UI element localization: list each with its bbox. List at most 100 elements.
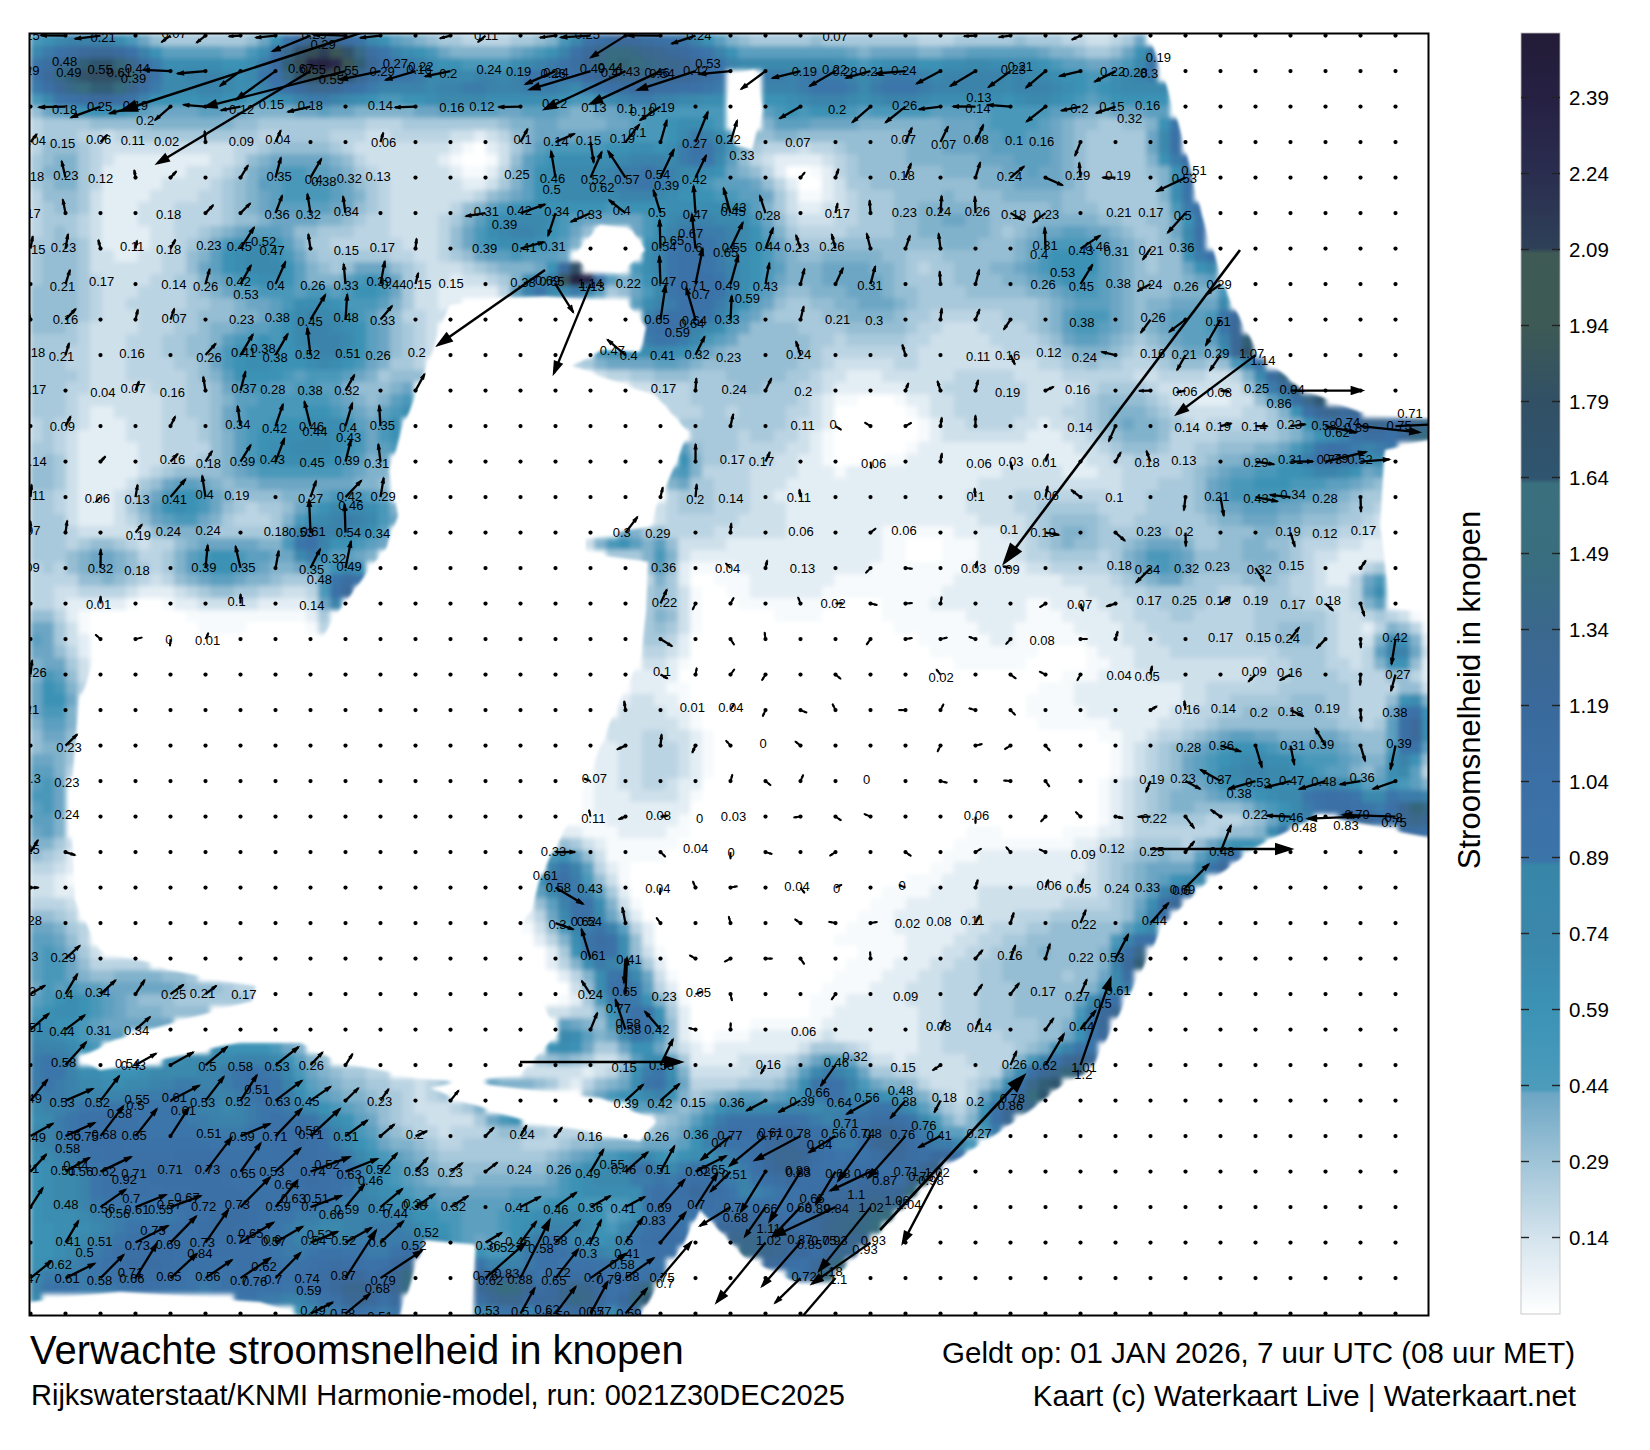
svg-text:0.13: 0.13 [365,169,390,184]
svg-text:0.51: 0.51 [645,1162,670,1177]
svg-text:0.28: 0.28 [1312,491,1337,506]
svg-text:0.06: 0.06 [966,456,991,471]
svg-text:0.32: 0.32 [441,1199,466,1214]
svg-text:0.72: 0.72 [545,1265,570,1280]
svg-text:0.62: 0.62 [1032,1058,1057,1073]
svg-text:0.04: 0.04 [683,841,708,856]
svg-text:0.11: 0.11 [581,811,605,826]
svg-text:0.22: 0.22 [1071,917,1096,932]
svg-text:0.48: 0.48 [888,1083,913,1098]
svg-text:0.26: 0.26 [299,1058,324,1073]
svg-text:0.25: 0.25 [504,167,529,182]
svg-text:0.18: 0.18 [156,242,181,257]
svg-text:0.31: 0.31 [857,278,882,293]
svg-text:0.32: 0.32 [321,551,346,566]
svg-text:0.66: 0.66 [319,1207,344,1222]
svg-text:0.04: 0.04 [1106,668,1131,683]
svg-text:0.21: 0.21 [1106,205,1131,220]
svg-text:0.71: 0.71 [157,1162,182,1177]
svg-text:0.14: 0.14 [368,98,393,113]
svg-text:0: 0 [830,417,837,432]
svg-text:1.14: 1.14 [578,276,603,291]
svg-text:0.58: 0.58 [87,1273,112,1288]
svg-text:0.89: 0.89 [1569,846,1609,869]
svg-text:0.03: 0.03 [961,561,986,576]
svg-text:0.15: 0.15 [1279,558,1304,573]
svg-text:0.19: 0.19 [1206,419,1231,434]
svg-text:0.7: 0.7 [692,287,710,302]
svg-text:0.24: 0.24 [1072,350,1097,365]
svg-text:0.74: 0.74 [1569,922,1609,945]
svg-text:0.16: 0.16 [160,385,185,400]
svg-text:0.15: 0.15 [439,276,464,291]
svg-text:1.04: 1.04 [1569,770,1609,793]
svg-text:0.62: 0.62 [47,1257,72,1272]
svg-text:0.23: 0.23 [1205,559,1230,574]
svg-text:0: 0 [696,811,703,826]
svg-text:0.14: 0.14 [1174,420,1199,435]
svg-text:0.71: 0.71 [262,1129,287,1144]
svg-text:0.62: 0.62 [589,180,614,195]
svg-text:0.65: 0.65 [238,1226,263,1241]
svg-text:0.44: 0.44 [1569,1074,1609,1097]
svg-text:0.2: 0.2 [794,384,812,399]
svg-text:0.18: 0.18 [1135,455,1160,470]
svg-text:0.04: 0.04 [715,561,740,576]
svg-text:0.16: 0.16 [1135,98,1160,113]
svg-text:0: 0 [759,736,766,751]
svg-text:0.36: 0.36 [1169,240,1194,255]
svg-text:0.56: 0.56 [68,1164,93,1179]
svg-text:0.71: 0.71 [1397,406,1422,421]
svg-text:0.25: 0.25 [1139,844,1164,859]
svg-text:0.11: 0.11 [790,418,814,433]
svg-text:0.21: 0.21 [1008,59,1033,74]
svg-text:0.13: 0.13 [790,561,815,576]
svg-text:0.01: 0.01 [680,700,705,715]
svg-text:0.06: 0.06 [86,132,111,147]
svg-text:0.24: 0.24 [507,1162,532,1177]
svg-text:0.47: 0.47 [651,274,676,289]
svg-text:0.14: 0.14 [1569,1226,1609,1249]
svg-text:0.48: 0.48 [307,572,332,587]
svg-text:0.67: 0.67 [288,61,313,76]
svg-text:0.16: 0.16 [439,100,464,115]
svg-text:0.58: 0.58 [616,1016,641,1031]
svg-text:0.08: 0.08 [1029,633,1054,648]
svg-text:0.16: 0.16 [756,1057,781,1072]
svg-text:0.4: 0.4 [1030,247,1048,262]
svg-text:0.52: 0.52 [295,347,320,362]
svg-text:0.28: 0.28 [755,208,780,223]
svg-text:0.22: 0.22 [1142,811,1167,826]
svg-text:0.67: 0.67 [678,226,703,241]
svg-text:0.23: 0.23 [652,989,677,1004]
svg-text:0.69: 0.69 [155,1237,180,1252]
svg-text:0.61: 0.61 [580,948,605,963]
svg-text:0.1: 0.1 [1000,522,1018,537]
svg-text:0.65: 0.65 [122,1128,147,1143]
svg-text:0.16: 0.16 [577,1129,602,1144]
svg-text:0.48: 0.48 [53,1197,78,1212]
svg-text:0.5: 0.5 [543,182,561,197]
svg-text:0.17: 0.17 [1351,523,1376,538]
svg-text:0.29: 0.29 [1065,168,1090,183]
svg-text:0.64: 0.64 [679,316,704,331]
svg-text:0.34: 0.34 [225,417,250,432]
svg-text:0.06: 0.06 [791,1024,816,1039]
svg-text:0.11: 0.11 [120,239,144,254]
svg-text:0.09: 0.09 [50,419,75,434]
svg-text:0.07: 0.07 [121,381,146,396]
svg-text:0.63: 0.63 [265,1094,290,1109]
svg-text:0.26: 0.26 [644,1129,669,1144]
svg-text:0.31: 0.31 [1104,244,1129,259]
svg-text:Geldt op: 01 JAN 2026, 7 uur U: Geldt op: 01 JAN 2026, 7 uur UTC (08 uur… [942,1336,1575,1369]
svg-text:0.24: 0.24 [543,65,568,80]
svg-text:0.16: 0.16 [1277,665,1302,680]
svg-text:1.64: 1.64 [1569,466,1609,489]
svg-text:0.52: 0.52 [489,1240,514,1255]
svg-text:0.31: 0.31 [86,1023,111,1038]
svg-text:0.3: 0.3 [613,525,631,540]
svg-text:0.17: 0.17 [231,987,256,1002]
svg-text:0.54: 0.54 [336,525,361,540]
svg-text:0.22: 0.22 [1242,807,1267,822]
svg-text:0.31: 0.31 [1278,452,1303,467]
